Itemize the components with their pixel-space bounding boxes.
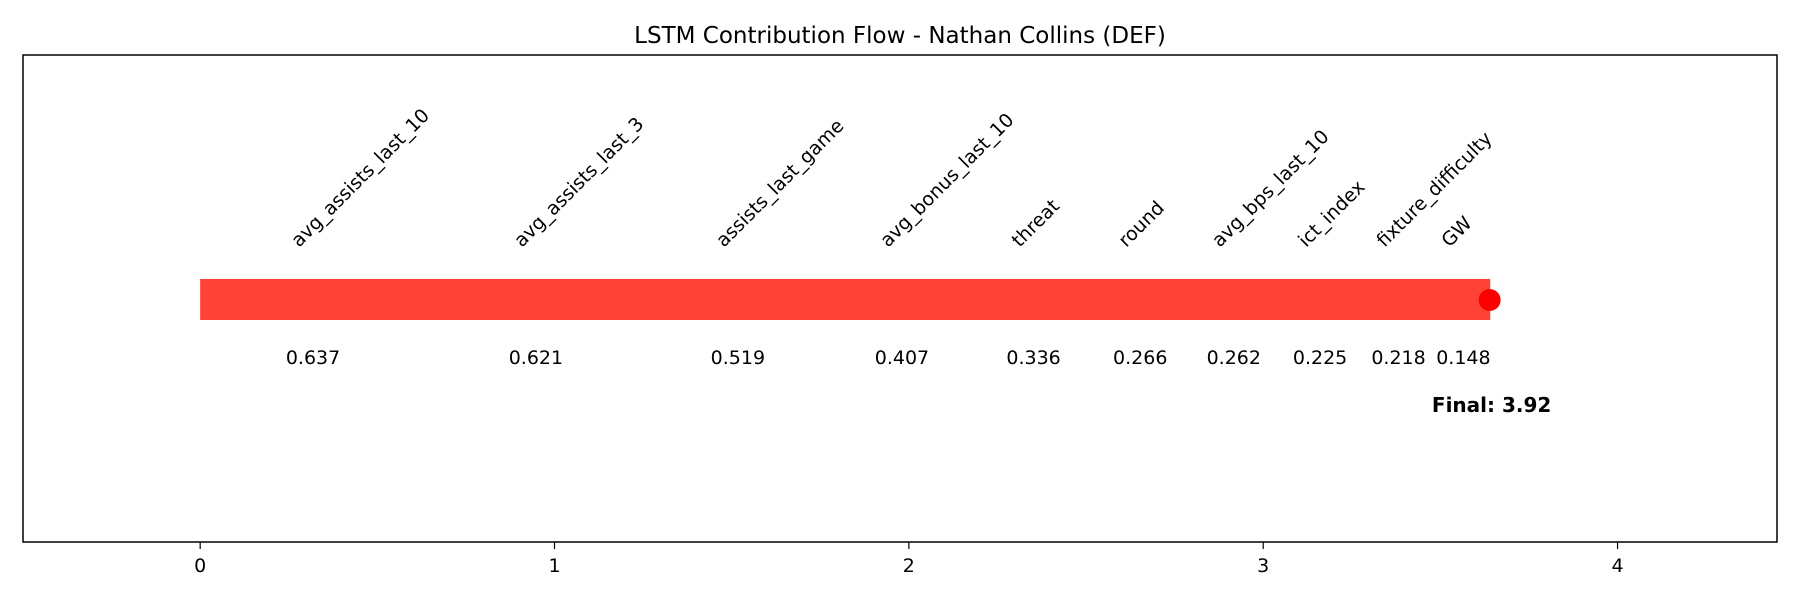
plot-frame (22, 54, 1778, 543)
value-label: 0.225 (1293, 347, 1347, 369)
bar-segment (829, 279, 975, 320)
bar-segment (1093, 279, 1188, 320)
value-label: 0.336 (1006, 347, 1060, 369)
final-label: Final: 3.92 (1432, 393, 1551, 417)
value-label: 0.262 (1207, 347, 1261, 369)
bar-segment (1187, 279, 1281, 320)
x-tick-label: 0 (194, 555, 206, 577)
bar-segment (645, 279, 831, 320)
x-tick-label: 1 (548, 555, 560, 577)
feature-label: assists_last_game (712, 115, 849, 252)
feature-label: avg_assists_last_10 (287, 105, 434, 252)
bar-segment (1280, 279, 1361, 320)
contribution-bars (200, 279, 1491, 320)
feature-label: ict_index (1294, 176, 1369, 251)
bar-segment (974, 279, 1094, 320)
feature-label: round (1114, 197, 1169, 252)
bar-segment (200, 279, 427, 320)
chart-title: LSTM Contribution Flow - Nathan Collins … (634, 23, 1166, 49)
value-label: 0.266 (1113, 347, 1167, 369)
feature-label: avg_bonus_last_10 (876, 109, 1019, 252)
feature-label: GW (1437, 212, 1476, 251)
bar-segment (425, 279, 647, 320)
x-tick-label: 2 (903, 555, 915, 577)
value-labels: 0.637 0.621 0.519 0.407 0.336 0.266 0.262 0.225… (286, 347, 1491, 369)
final-marker (1478, 289, 1501, 311)
x-axis: 0 1 2 3 4 (194, 542, 1624, 577)
feature-label: fixture_difficulty (1373, 127, 1497, 251)
bar-segment (1359, 279, 1438, 320)
x-tick-label: 3 (1257, 555, 1269, 577)
value-label: 0.519 (711, 347, 765, 369)
feature-labels: avg_assists_last_10 avg_assists_last_3 ass… (287, 105, 1497, 252)
value-label: 0.218 (1371, 347, 1425, 369)
feature-label: threat (1008, 195, 1064, 251)
feature-label: avg_assists_last_3 (510, 113, 648, 251)
value-label: 0.407 (875, 347, 929, 369)
value-label: 0.148 (1436, 347, 1490, 369)
value-label: 0.637 (286, 347, 340, 369)
value-label: 0.621 (509, 347, 563, 369)
x-tick-label: 4 (1611, 555, 1623, 577)
